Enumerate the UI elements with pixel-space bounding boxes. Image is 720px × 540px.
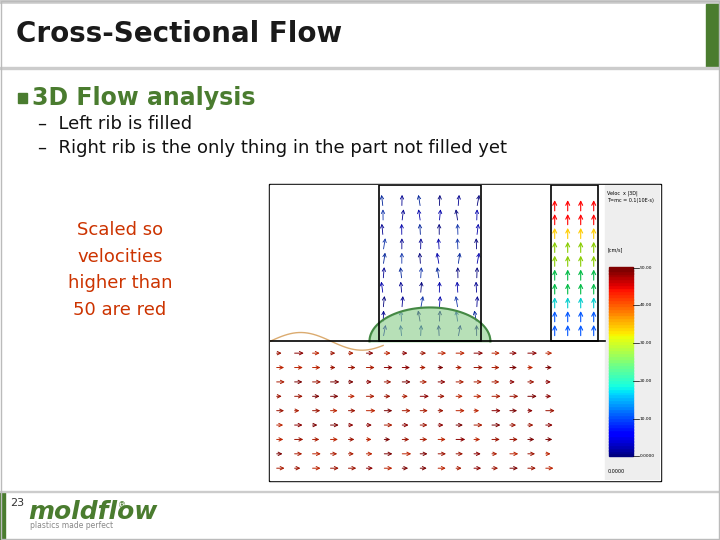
Bar [609,432,633,436]
Bar [0,491,720,492]
Bar [609,344,633,347]
Bar [609,444,633,448]
Bar [609,279,633,282]
Bar [379,185,481,341]
Bar [609,332,633,335]
Text: 50.00: 50.00 [640,266,652,269]
Bar [609,373,633,377]
Bar [609,435,633,438]
Bar [609,267,633,271]
Bar [609,447,633,450]
Bar [609,302,633,306]
Bar [609,288,633,291]
Bar [609,388,633,392]
Bar [0,492,5,540]
Bar [706,4,719,68]
Bar [609,409,633,412]
Bar [609,317,633,321]
Text: ®: ® [118,502,126,510]
Bar [609,308,633,312]
Bar [609,314,633,318]
Bar [609,305,633,309]
Bar [609,273,633,276]
Bar [609,294,633,297]
Bar [609,326,633,329]
Bar [609,270,633,273]
Bar [609,400,633,403]
Bar [609,359,633,362]
Text: 23: 23 [10,498,24,508]
Bar [609,453,633,456]
Bar [609,300,633,303]
Bar [609,282,633,285]
Bar [609,347,633,350]
Text: 30.00: 30.00 [640,341,652,345]
Bar [609,397,633,400]
Bar [0,67,720,69]
Text: plastics made perfect: plastics made perfect [30,522,113,530]
Bar [609,426,633,430]
Bar [609,361,633,365]
Bar [609,394,633,397]
Bar [609,385,633,389]
Bar [551,185,598,341]
Bar [609,311,633,315]
Bar [609,335,633,339]
Bar [609,364,633,368]
Text: Scaled so
velocities
higher than
50 are red: Scaled so velocities higher than 50 are … [68,221,172,319]
Bar [609,417,633,421]
Bar [609,429,633,433]
Bar [609,382,633,386]
Bar [609,438,633,442]
Bar [606,185,660,480]
Bar [609,329,633,333]
Text: [cm/s]: [cm/s] [608,247,623,252]
Text: 3D Flow analysis: 3D Flow analysis [32,86,256,110]
Bar [609,403,633,406]
Text: Veloc  x |3D|
T=mc = 0.1(10E-s): Veloc x |3D| T=mc = 0.1(10E-s) [608,191,654,202]
Bar [0,492,720,540]
Bar [609,450,633,454]
Text: –  Left rib is filled: – Left rib is filled [38,115,192,133]
Bar [18,93,27,103]
Bar [609,296,633,300]
Text: Cross-Sectional Flow: Cross-Sectional Flow [16,20,342,48]
Text: 0.0000: 0.0000 [640,454,655,458]
Bar [609,415,633,418]
Text: 0.0000: 0.0000 [608,469,624,474]
Text: 40.00: 40.00 [640,303,652,307]
Bar [609,376,633,380]
Bar [609,338,633,341]
Bar [609,323,633,327]
Bar [609,291,633,294]
Bar [609,367,633,371]
Text: –  Right rib is the only thing in the part not filled yet: – Right rib is the only thing in the par… [38,139,507,157]
Bar [609,379,633,383]
Bar [609,411,633,415]
Bar [609,349,633,353]
Bar [0,4,720,68]
Text: moldflow: moldflow [28,500,158,524]
Bar [609,423,633,427]
Text: 20.00: 20.00 [640,379,652,383]
Bar [609,421,633,424]
Bar [270,185,660,480]
Bar [609,406,633,409]
Bar [269,184,661,481]
Bar [609,285,633,288]
Bar [609,276,633,279]
Bar [609,441,633,444]
Text: 10.00: 10.00 [640,417,652,421]
Bar [609,341,633,345]
Bar [0,0,720,4]
Bar [609,353,633,356]
Bar [609,370,633,374]
Bar [609,355,633,359]
Bar [609,391,633,394]
Bar [609,320,633,323]
